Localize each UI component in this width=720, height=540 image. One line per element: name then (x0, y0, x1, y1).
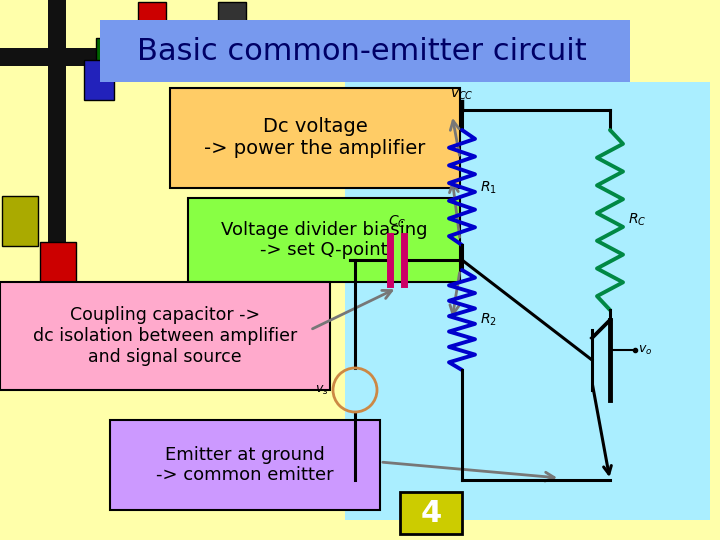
Bar (345, 82, 710, 520)
Bar (2, 196, 38, 246)
Text: $R_C$: $R_C$ (628, 212, 647, 228)
Text: $v_{CC}$: $v_{CC}$ (450, 87, 474, 102)
Text: Basic common-emitter circuit: Basic common-emitter circuit (137, 37, 587, 65)
Text: $R_1$: $R_1$ (480, 179, 497, 195)
Bar (218, 2, 246, 24)
Text: 4: 4 (420, 498, 441, 528)
Bar (138, 2, 166, 40)
Bar (48, 0, 66, 310)
Text: Emitter at ground
-> common emitter: Emitter at ground -> common emitter (156, 446, 334, 484)
Text: Coupling capacitor ->
dc isolation between amplifier
and signal source: Coupling capacitor -> dc isolation betwe… (33, 306, 297, 366)
Bar (188, 198, 460, 282)
Text: $C_C$: $C_C$ (388, 214, 406, 230)
Text: $R_2$: $R_2$ (480, 312, 497, 328)
Text: Dc voltage
-> power the amplifier: Dc voltage -> power the amplifier (204, 118, 426, 159)
Bar (110, 420, 380, 510)
Bar (100, 20, 630, 82)
Text: $v_o$: $v_o$ (638, 343, 652, 356)
Bar (170, 88, 460, 188)
Bar (0, 48, 140, 66)
Bar (84, 60, 114, 100)
Bar (0, 282, 330, 390)
Bar (96, 38, 124, 76)
Text: Voltage divider biasing
-> set Q-point: Voltage divider biasing -> set Q-point (221, 221, 427, 259)
Bar (400, 492, 462, 534)
Bar (40, 242, 76, 302)
Text: $v_s$: $v_s$ (315, 383, 329, 396)
